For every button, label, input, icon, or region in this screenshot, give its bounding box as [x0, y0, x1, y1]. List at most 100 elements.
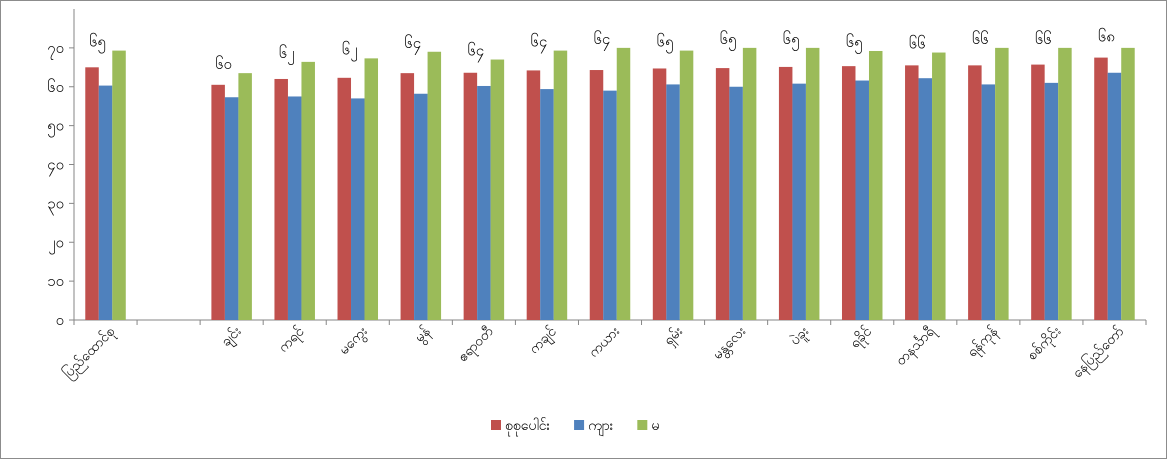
- bar: [855, 80, 869, 320]
- data-label: ၆၀: [215, 55, 232, 73]
- y-tick-label: ၇၀: [47, 39, 64, 60]
- bar: [85, 67, 99, 320]
- data-label: ၆၄: [530, 33, 547, 54]
- bar: [742, 47, 757, 320]
- bar: [968, 65, 982, 321]
- bar: [918, 78, 933, 320]
- y-tick-label: ၄၀: [47, 156, 64, 177]
- legend-label: မ: [651, 418, 659, 434]
- y-tick-label: ၃၀: [47, 194, 64, 215]
- data-label: ၆၅: [657, 33, 674, 54]
- bar: [1031, 64, 1045, 320]
- x-category-label: မွန်: [412, 324, 436, 348]
- bar: [463, 72, 478, 320]
- bar: [652, 68, 667, 320]
- bar: [540, 89, 554, 321]
- bars: [85, 47, 1135, 321]
- bar: [729, 86, 743, 320]
- y-tick-label: ၁၀: [47, 272, 64, 290]
- bar: [414, 93, 428, 320]
- x-category-label: ရန်ကုန်: [964, 324, 1002, 362]
- bar: [715, 68, 730, 320]
- bar: [666, 84, 680, 320]
- y-axis: ၀ ၁၀ ၂၀ ၃၀ ၄၀ ၅၀ ၆၀ ၇၀: [47, 9, 75, 329]
- y-tick-label: ၅၀: [47, 117, 64, 138]
- x-category-label: စစ်ကိုင်း: [1024, 323, 1066, 365]
- bar: [905, 65, 919, 321]
- bar: [805, 47, 820, 320]
- bar: [274, 78, 288, 320]
- legend-label: စုစုပေါင်း: [505, 418, 551, 436]
- bar: [112, 50, 126, 320]
- x-category-label: ရှမ်း: [661, 323, 688, 350]
- x-category-label: ပဲခူး: [787, 323, 814, 350]
- x-category-label: ချင်း: [218, 323, 246, 351]
- x-category-label: ကယား: [586, 323, 624, 361]
- data-label: ၆၄: [404, 34, 421, 55]
- bar: [589, 70, 604, 320]
- bar: [1044, 82, 1059, 320]
- bar: [400, 73, 415, 320]
- x-axis: ပြည်ထောင်စု ချင်း ကရင် မကွေး မွန် ဧရာဝတီ ကချင်…: [59, 319, 1147, 383]
- legend: စုစုပေါင်း ကျား မ: [491, 418, 659, 436]
- bar: [932, 52, 946, 320]
- bar: [364, 58, 379, 321]
- bar: [211, 84, 225, 321]
- y-tick-label: ၆၀: [47, 78, 64, 96]
- bar: [98, 85, 113, 321]
- data-label: ၆၅: [720, 30, 737, 51]
- bar: [526, 70, 541, 320]
- bar: [995, 47, 1009, 320]
- x-category-label: ဧရာဝတီ: [455, 323, 499, 367]
- data-label: ၆၆: [909, 35, 926, 53]
- data-label: ၆၅: [846, 33, 863, 54]
- data-label: ၆၈: [1098, 28, 1115, 46]
- bar: [553, 50, 568, 320]
- x-category-label: နေပြည်တော်: [1069, 323, 1129, 383]
- y-tick-label: ၂၀: [48, 233, 64, 254]
- bar: [238, 73, 252, 320]
- legend-swatch: [574, 420, 585, 430]
- data-label: ၆၆: [1035, 30, 1052, 48]
- bar: [841, 66, 856, 321]
- legend-swatch: [637, 420, 648, 430]
- bar: [603, 90, 617, 320]
- bar: [778, 66, 793, 320]
- data-label: ၆၅: [783, 30, 800, 51]
- x-category-label: မန္တလေး: [710, 323, 751, 364]
- bar: [287, 96, 302, 320]
- bar: [490, 59, 505, 320]
- x-category-label: ကရင်: [275, 323, 309, 357]
- bar: [868, 50, 883, 321]
- legend-swatch: [491, 420, 501, 430]
- data-label: ၆၄: [467, 42, 484, 63]
- bar: [616, 47, 631, 320]
- bar: [224, 97, 239, 320]
- bar: [1121, 47, 1135, 320]
- data-label: ၆၂: [342, 40, 358, 61]
- x-category-label: ပြည်ထောင်စု: [59, 323, 119, 383]
- bar: [1107, 72, 1122, 320]
- bar: [981, 84, 996, 320]
- x-category-label: မကွေး: [336, 323, 372, 359]
- legend-label: ကျား: [588, 418, 614, 436]
- data-label: ၆၂: [279, 44, 295, 65]
- x-category-label: ရခိုင်: [847, 323, 877, 353]
- bar: [427, 51, 442, 320]
- bar: [337, 77, 352, 320]
- bar: [792, 83, 806, 320]
- x-category-label: တနင်္သာရီ: [893, 323, 940, 370]
- x-category-label: ကချင်: [526, 323, 561, 358]
- bar: [477, 85, 491, 320]
- data-label: ၆၆: [972, 30, 989, 48]
- bar: [1058, 47, 1072, 320]
- bar: [301, 61, 315, 321]
- data-label: ၆၄: [593, 30, 610, 51]
- y-tick-label: ၀: [56, 311, 64, 329]
- data-label: ၆၅: [89, 33, 106, 54]
- bar: [1094, 57, 1108, 320]
- bar: [351, 98, 365, 320]
